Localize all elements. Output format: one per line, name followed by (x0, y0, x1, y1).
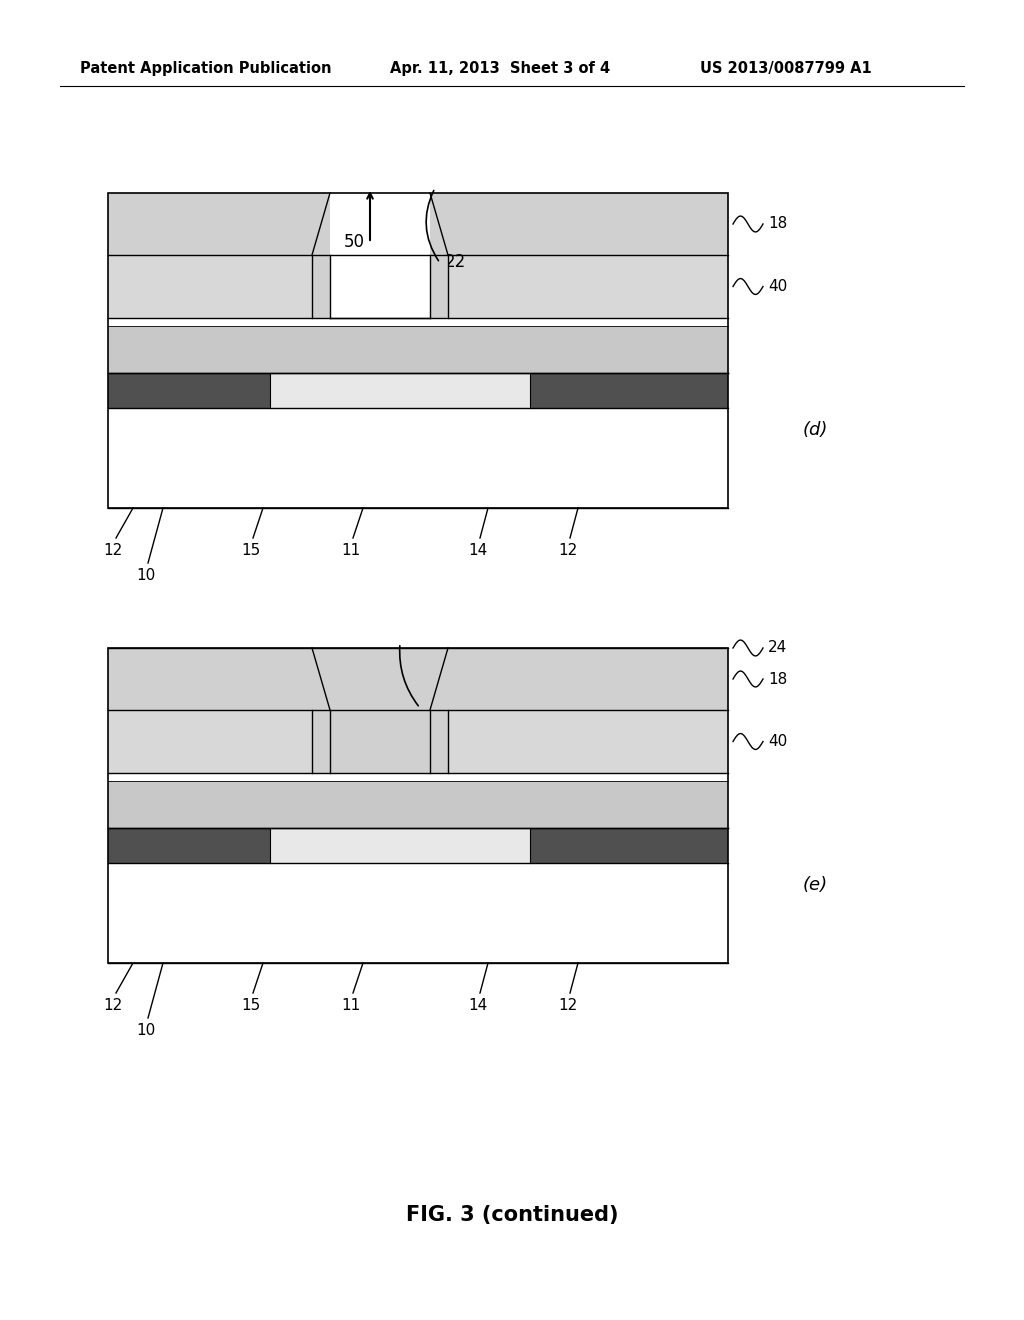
Polygon shape (312, 193, 330, 255)
Text: (e): (e) (803, 876, 828, 894)
Text: 11: 11 (341, 998, 360, 1012)
Text: 12: 12 (558, 543, 578, 558)
Bar (312, 648, 449, 774)
Polygon shape (312, 255, 330, 318)
Polygon shape (430, 255, 449, 318)
Bar (108, 193, 728, 508)
Text: 18: 18 (768, 672, 787, 686)
Polygon shape (312, 193, 330, 255)
Bar (449, 648, 728, 710)
Bar (108, 326, 728, 374)
Bar (108, 863, 728, 964)
Text: 18: 18 (768, 216, 787, 231)
Bar (270, 828, 530, 863)
Polygon shape (430, 710, 449, 774)
Text: 24: 24 (768, 640, 787, 656)
Text: (d): (d) (803, 421, 828, 440)
Text: Patent Application Publication: Patent Application Publication (80, 61, 332, 75)
Text: 22: 22 (422, 698, 443, 715)
Bar (108, 710, 728, 774)
Bar (108, 648, 312, 710)
Text: 15: 15 (242, 543, 261, 558)
Text: 12: 12 (103, 998, 123, 1012)
Bar (270, 374, 530, 408)
Bar (108, 318, 728, 326)
Text: 22: 22 (445, 253, 466, 271)
Text: FIG. 3 (continued): FIG. 3 (continued) (406, 1205, 618, 1225)
Text: 40: 40 (768, 734, 787, 748)
Polygon shape (430, 710, 449, 774)
Text: 12: 12 (103, 543, 123, 558)
Bar (108, 193, 330, 255)
Text: 10: 10 (136, 568, 156, 583)
Text: 15: 15 (242, 998, 261, 1012)
Polygon shape (312, 710, 330, 774)
Bar (108, 781, 728, 828)
Bar (108, 648, 728, 964)
Bar (108, 255, 728, 318)
Text: 11: 11 (341, 543, 360, 558)
Polygon shape (312, 710, 330, 774)
Text: 14: 14 (468, 543, 487, 558)
Text: 14: 14 (468, 998, 487, 1012)
Text: 50: 50 (344, 234, 365, 251)
Bar (330, 255, 430, 318)
Bar (108, 374, 728, 408)
Bar (108, 774, 728, 781)
Text: 40: 40 (768, 279, 787, 294)
Text: US 2013/0087799 A1: US 2013/0087799 A1 (700, 61, 871, 75)
Bar (108, 408, 728, 508)
Bar (430, 193, 728, 255)
Text: 12: 12 (558, 998, 578, 1012)
Text: Apr. 11, 2013  Sheet 3 of 4: Apr. 11, 2013 Sheet 3 of 4 (390, 61, 610, 75)
Text: 10: 10 (136, 1023, 156, 1038)
Bar (108, 828, 728, 863)
